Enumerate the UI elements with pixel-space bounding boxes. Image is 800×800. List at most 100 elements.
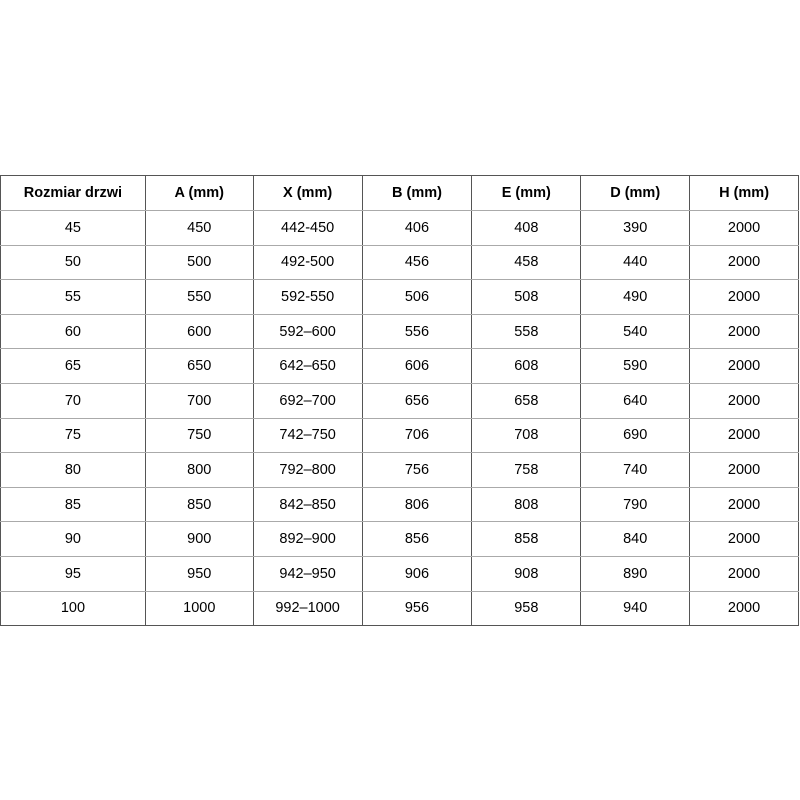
table-row: 55 550 592-550 506 508 490 2000	[0, 279, 799, 315]
dimensions-table: Rozmiar drzwi A (mm) X (mm) B (mm) E (mm) D (…	[0, 175, 799, 627]
table-cell: 756	[361, 452, 473, 488]
table-cell: 958	[471, 590, 582, 627]
table-cell: 650	[144, 348, 254, 384]
table-cell: 608	[471, 348, 582, 384]
table-cell: 50	[0, 244, 146, 281]
table-cell: 700	[144, 382, 254, 419]
table-cell: 2000	[689, 452, 799, 488]
table-cell: 708	[471, 417, 582, 454]
table-cell: 908	[471, 555, 582, 592]
table-cell: 992–1000	[252, 590, 363, 627]
table-cell: 758	[471, 452, 582, 488]
table-cell: 590	[580, 348, 691, 384]
table-cell: 808	[471, 486, 582, 523]
table-cell: 2000	[689, 313, 799, 350]
table-cell: 900	[144, 521, 254, 557]
table-cell: 65	[0, 348, 146, 384]
table-cell: 658	[471, 382, 582, 419]
table-row: 75 750 742–750 706 708 690 2000	[0, 417, 799, 454]
table-row: 80 800 792–800 756 758 740 2000	[0, 452, 799, 488]
table-cell: 558	[471, 313, 582, 350]
table-row: 45 450 442-450 406 408 390 2000	[0, 210, 799, 246]
table-cell: 490	[580, 279, 691, 315]
table-cell: 85	[0, 486, 146, 523]
column-header: B (mm)	[361, 175, 473, 211]
table-cell: 856	[361, 521, 473, 557]
table-cell: 850	[144, 486, 254, 523]
column-header: A (mm)	[144, 175, 254, 211]
column-header: E (mm)	[471, 175, 582, 211]
table-cell: 95	[0, 555, 146, 592]
column-header: X (mm)	[252, 175, 363, 211]
table-cell: 55	[0, 279, 146, 315]
table-cell: 556	[361, 313, 473, 350]
column-header: Rozmiar drzwi	[0, 175, 146, 211]
table-cell: 2000	[689, 486, 799, 523]
table-cell: 492-500	[252, 244, 363, 281]
table-cell: 2000	[689, 382, 799, 419]
table-cell: 606	[361, 348, 473, 384]
table-row: 90 900 892–900 856 858 840 2000	[0, 521, 799, 557]
table-cell: 840	[580, 521, 691, 557]
table-cell: 842–850	[252, 486, 363, 523]
table-cell: 100	[0, 590, 146, 627]
table-cell: 706	[361, 417, 473, 454]
table-row: 95 950 942–950 906 908 890 2000	[0, 555, 799, 592]
table-cell: 506	[361, 279, 473, 315]
table-row: 65 650 642–650 606 608 590 2000	[0, 348, 799, 384]
table-cell: 640	[580, 382, 691, 419]
table-cell: 592–600	[252, 313, 363, 350]
table-cell: 692–700	[252, 382, 363, 419]
table-row: 50 500 492-500 456 458 440 2000	[0, 244, 799, 281]
table-cell: 890	[580, 555, 691, 592]
table-row: 100 1000 992–1000 956 958 940 2000	[0, 590, 799, 627]
table-row: 70 700 692–700 656 658 640 2000	[0, 382, 799, 419]
table-cell: 806	[361, 486, 473, 523]
table-cell: 2000	[689, 244, 799, 281]
table-cell: 750	[144, 417, 254, 454]
table-cell: 540	[580, 313, 691, 350]
table-cell: 75	[0, 417, 146, 454]
table-cell: 600	[144, 313, 254, 350]
table-cell: 792–800	[252, 452, 363, 488]
table-cell: 2000	[689, 417, 799, 454]
table-cell: 390	[580, 210, 691, 246]
table-cell: 500	[144, 244, 254, 281]
table-cell: 656	[361, 382, 473, 419]
table-cell: 408	[471, 210, 582, 246]
table-cell: 70	[0, 382, 146, 419]
table-cell: 950	[144, 555, 254, 592]
table-cell: 2000	[689, 555, 799, 592]
table-cell: 858	[471, 521, 582, 557]
table-cell: 45	[0, 210, 146, 246]
table-cell: 442-450	[252, 210, 363, 246]
table-cell: 406	[361, 210, 473, 246]
column-header: D (mm)	[580, 175, 691, 211]
table-cell: 450	[144, 210, 254, 246]
table-cell: 790	[580, 486, 691, 523]
table-cell: 2000	[689, 348, 799, 384]
table-cell: 1000	[144, 590, 254, 627]
column-header: H (mm)	[689, 175, 799, 211]
table-cell: 60	[0, 313, 146, 350]
table-cell: 440	[580, 244, 691, 281]
table-cell: 956	[361, 590, 473, 627]
table-cell: 90	[0, 521, 146, 557]
table-cell: 940	[580, 590, 691, 627]
table-row: 85 850 842–850 806 808 790 2000	[0, 486, 799, 523]
table-cell: 2000	[689, 279, 799, 315]
table-cell: 892–900	[252, 521, 363, 557]
table-row: 60 600 592–600 556 558 540 2000	[0, 313, 799, 350]
table-cell: 592-550	[252, 279, 363, 315]
table-cell: 456	[361, 244, 473, 281]
table-cell: 508	[471, 279, 582, 315]
table-cell: 2000	[689, 590, 799, 627]
table-cell: 550	[144, 279, 254, 315]
table-cell: 690	[580, 417, 691, 454]
table-cell: 906	[361, 555, 473, 592]
table-cell: 80	[0, 452, 146, 488]
header-row: Rozmiar drzwi A (mm) X (mm) B (mm) E (mm) D (…	[0, 175, 799, 211]
table-cell: 2000	[689, 210, 799, 246]
table-cell: 2000	[689, 521, 799, 557]
table-cell: 458	[471, 244, 582, 281]
